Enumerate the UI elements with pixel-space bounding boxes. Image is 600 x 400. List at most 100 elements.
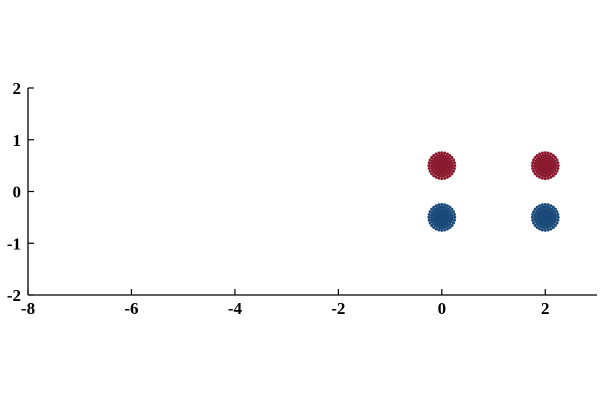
data-point (551, 165, 555, 169)
data-point (556, 167, 560, 171)
data-point (554, 164, 558, 168)
data-point (428, 158, 432, 162)
data-point (535, 205, 539, 209)
data-point (428, 169, 432, 173)
data-point (427, 212, 431, 216)
data-point (554, 215, 558, 219)
data-point (556, 212, 560, 216)
data-point (437, 203, 441, 207)
data-point (440, 153, 444, 157)
data-point (427, 215, 431, 219)
data-point (546, 151, 550, 155)
data-point (533, 223, 537, 227)
series-1 (427, 202, 560, 232)
data-point (450, 218, 454, 222)
data-point (450, 207, 454, 211)
data-point (553, 218, 557, 222)
data-point (531, 212, 535, 216)
y-tick-label: 0 (13, 183, 22, 202)
data-point (432, 225, 436, 229)
data-point (445, 152, 449, 156)
data-point (551, 225, 555, 229)
data-point (556, 161, 560, 165)
data-point (427, 164, 431, 168)
data-point (531, 161, 535, 165)
data-point (556, 218, 560, 222)
data-point (543, 174, 547, 178)
data-point (543, 164, 547, 168)
data-point (541, 174, 545, 178)
data-point (452, 167, 456, 171)
y-tick-label: -1 (7, 234, 21, 253)
data-point (430, 172, 434, 176)
data-point (430, 156, 434, 160)
data-point (442, 216, 446, 220)
data-point (546, 176, 550, 180)
data-point (535, 174, 539, 178)
data-point (546, 154, 550, 158)
data-point (533, 213, 537, 217)
data-point (445, 204, 449, 208)
data-point (452, 161, 456, 165)
data-point (440, 205, 444, 209)
data-point (551, 217, 555, 221)
data-point (553, 166, 557, 170)
x-tick-label: 2 (541, 299, 550, 318)
data-point (551, 205, 555, 209)
data-point (543, 228, 547, 232)
data-point (540, 176, 544, 180)
data-point (533, 207, 537, 211)
data-point (555, 169, 559, 173)
data-point (556, 215, 560, 219)
data-point (445, 217, 449, 221)
data-point (440, 228, 444, 232)
data-point (429, 164, 433, 168)
data-point (540, 203, 544, 207)
data-point (432, 205, 436, 209)
data-point (551, 154, 555, 158)
data-point (445, 165, 449, 169)
data-point (538, 227, 542, 231)
data-point (443, 228, 447, 232)
data-point (553, 207, 557, 211)
data-point (434, 227, 438, 231)
data-point (533, 161, 537, 165)
data-point (546, 164, 550, 168)
data-point (548, 217, 552, 221)
data-point (427, 218, 431, 222)
data-point (546, 216, 550, 220)
data-point (450, 223, 454, 227)
data-point (555, 158, 559, 162)
data-point (546, 205, 550, 209)
data-point (437, 151, 441, 155)
data-point (440, 177, 444, 181)
data-point (450, 166, 454, 170)
data-point (430, 161, 434, 165)
data-point (451, 169, 455, 173)
data-point (538, 204, 542, 208)
data-point (533, 156, 537, 160)
data-point (443, 203, 447, 207)
data-point (543, 202, 547, 206)
data-point (535, 225, 539, 229)
x-tick-label: -4 (228, 299, 243, 318)
data-point (549, 227, 553, 231)
data-point (450, 172, 454, 176)
data-point (543, 177, 547, 181)
data-point (549, 175, 553, 179)
data-point (432, 154, 436, 158)
data-point (531, 167, 535, 171)
data-point (434, 175, 438, 179)
data-point (434, 152, 438, 156)
series-0 (427, 151, 560, 181)
data-point (440, 164, 444, 168)
data-point (438, 225, 442, 229)
data-point (451, 210, 455, 214)
data-point (443, 151, 447, 155)
data-point (546, 203, 550, 207)
data-point (532, 221, 536, 225)
data-point (538, 175, 542, 179)
data-point (450, 156, 454, 160)
data-point (541, 225, 545, 229)
